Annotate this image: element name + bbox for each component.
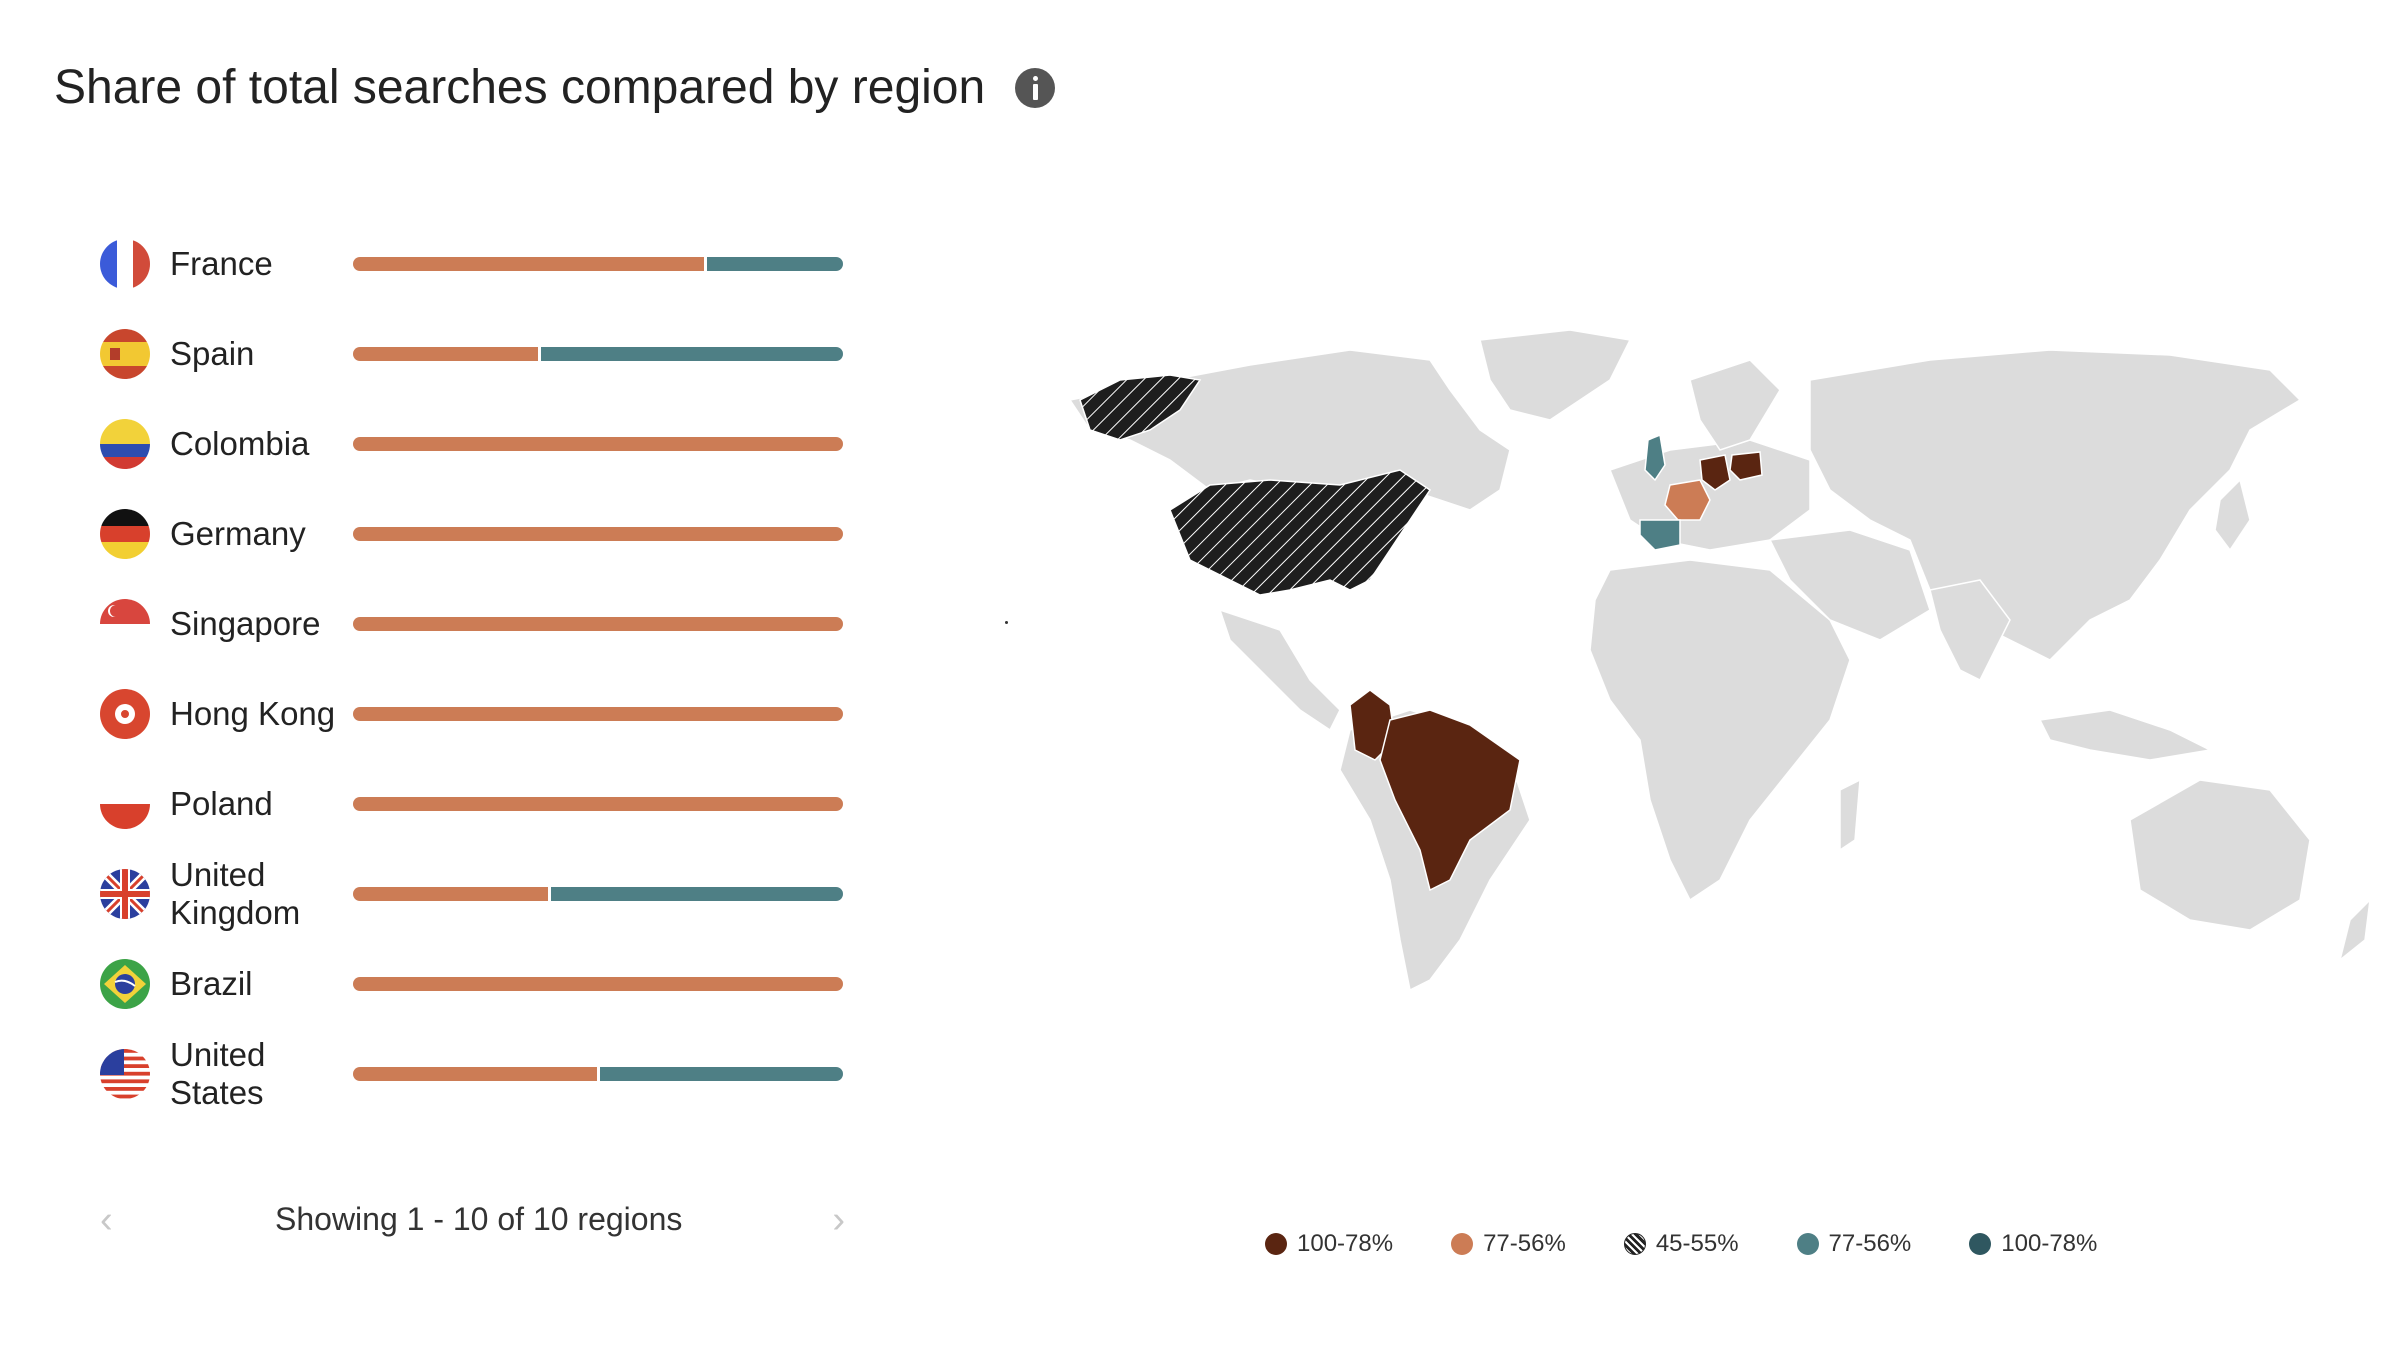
map-middle-east [1768, 529, 1931, 641]
map-australia [2129, 779, 2311, 931]
map-spain [1639, 519, 1681, 551]
legend-swatch [1796, 1233, 1819, 1255]
share-bar [353, 887, 843, 901]
us-flag-icon [100, 1049, 150, 1099]
pagination-status: Showing 1 - 10 of 10 regions [275, 1201, 683, 1237]
map-france [1664, 479, 1711, 521]
map-greenland [1479, 329, 1632, 421]
share-bar-segment-a [353, 977, 843, 991]
region-row[interactable]: Colombia [100, 404, 860, 484]
france-flag-icon [100, 239, 150, 289]
map-scandinavia [1689, 359, 1781, 451]
region-name: Poland [170, 785, 273, 822]
info-icon[interactable] [1015, 67, 1056, 108]
share-bar [353, 797, 843, 811]
share-bar-segment-b [707, 257, 843, 271]
share-bar-segment-a [353, 527, 843, 541]
region-row[interactable]: Germany [100, 494, 860, 574]
region-name: Brazil [170, 965, 253, 1002]
map-new-zealand [2338, 897, 2372, 962]
share-bar [353, 527, 843, 541]
map-united-states [1169, 469, 1432, 596]
share-bar [353, 257, 843, 271]
legend-swatch [1969, 1233, 1992, 1255]
map-japan [2214, 478, 2251, 552]
share-bar-segment-b [600, 1067, 843, 1081]
share-bar-segment-a [353, 437, 843, 451]
chevron-left-icon[interactable]: ‹ [100, 1199, 113, 1241]
region-name: United Kingdom [170, 856, 301, 931]
legend-label: 45-55% [1655, 1230, 1739, 1257]
share-bar [353, 437, 843, 451]
share-bar-segment-b [541, 347, 843, 361]
hong-kong-flag-icon [100, 689, 150, 739]
legend-label: 100-78% [2001, 1230, 2098, 1257]
region-row[interactable]: Brazil [100, 944, 860, 1024]
spain-flag-icon [100, 329, 150, 379]
map-alaska [1079, 374, 1202, 441]
uk-flag-icon [100, 869, 150, 919]
legend-item: 45-55% [1623, 1230, 1739, 1258]
region-row[interactable]: United Kingdom [100, 854, 860, 934]
region-row[interactable]: United States [100, 1034, 860, 1114]
share-bar-segment-a [353, 1067, 597, 1081]
world-map [1068, 329, 2372, 992]
region-name: Singapore [170, 605, 321, 642]
legend-label: 77-56% [1483, 1230, 1566, 1257]
map-africa [1589, 559, 1851, 902]
colombia-flag-icon [100, 419, 150, 469]
header: Share of total searches compared by regi… [54, 60, 1056, 115]
map-united-kingdom [1644, 433, 1666, 482]
share-bar-segment-b [551, 887, 843, 901]
map-madagascar [1839, 778, 1861, 852]
region-row[interactable]: Poland [100, 764, 860, 844]
singapore-flag-icon [100, 599, 150, 649]
map-poland [1729, 451, 1763, 481]
map-india [1929, 579, 2011, 682]
share-bar [353, 617, 843, 631]
legend-item: 77-56% [1451, 1230, 1566, 1258]
share-bar-segment-a [353, 887, 548, 901]
map-indonesia [2038, 709, 2213, 761]
legend-label: 77-56% [1828, 1230, 1912, 1257]
share-bar-segment-a [353, 797, 843, 811]
share-bar [353, 347, 843, 361]
stray-dot [1005, 621, 1008, 624]
chevron-right-icon[interactable]: › [832, 1199, 845, 1241]
share-bar-segment-a [353, 257, 704, 271]
legend-swatch [1623, 1233, 1646, 1255]
map-mexico [1218, 608, 1341, 732]
legend-swatch [1451, 1233, 1474, 1255]
share-bar [353, 977, 843, 991]
map-legend: 100-78% 77-56% 45-55% 77-56% 100-78% [1265, 1230, 2155, 1258]
brazil-flag-icon [100, 959, 150, 1009]
legend-swatch [1265, 1233, 1287, 1255]
share-bar-segment-a [353, 347, 538, 361]
germany-flag-icon [100, 509, 150, 559]
legend-label: 100-78% [1297, 1230, 1394, 1257]
page-title: Share of total searches compared by regi… [54, 61, 986, 114]
region-name: Colombia [170, 425, 310, 462]
map-brazil [1379, 709, 1521, 892]
poland-flag-icon [100, 779, 150, 829]
region-name: Hong Kong [170, 695, 336, 732]
share-bar-segment-a [353, 707, 843, 721]
map-asia [1809, 349, 2302, 661]
region-name: Spain [170, 335, 255, 372]
region-name: France [170, 245, 273, 282]
pagination: ‹ Showing 1 - 10 of 10 regions › [100, 1195, 845, 1245]
share-bar [353, 1067, 843, 1081]
region-name: Germany [170, 515, 306, 552]
region-row[interactable]: Hong Kong [100, 674, 860, 754]
map-germany [1699, 454, 1731, 491]
legend-item: 100-78% [1969, 1230, 2097, 1258]
legend-item: 100-78% [1265, 1230, 1393, 1258]
region-row[interactable]: France [100, 224, 860, 304]
region-name: United States [170, 1036, 266, 1111]
share-bar [353, 707, 843, 721]
legend-item: 77-56% [1796, 1230, 1912, 1258]
region-row[interactable]: Spain [100, 314, 860, 394]
share-bar-segment-a [353, 617, 843, 631]
region-row[interactable]: Singapore [100, 584, 860, 664]
